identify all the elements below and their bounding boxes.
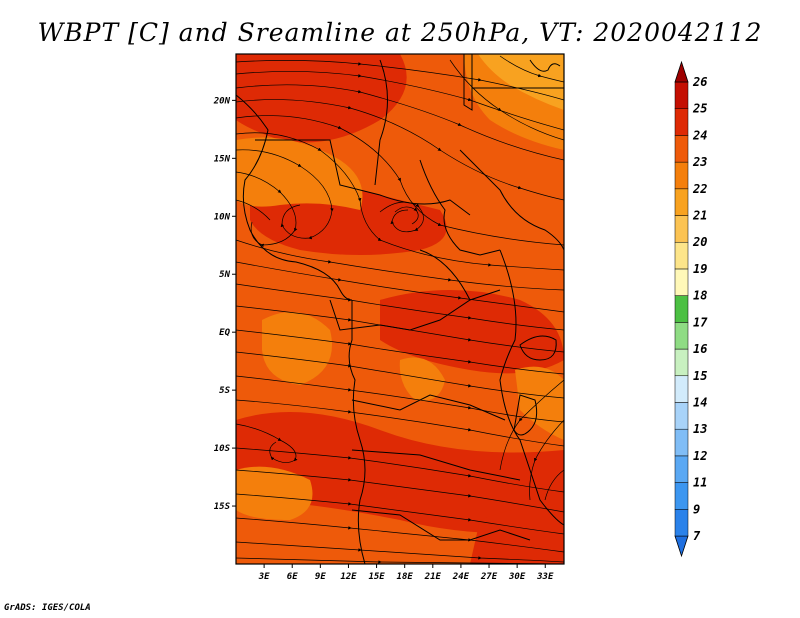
- lon-tick-label: 33E: [536, 572, 554, 582]
- colorbar-label: 25: [692, 102, 707, 116]
- lon-tick-label: 3E: [258, 572, 270, 582]
- wbpt-region-23c-east: [515, 366, 564, 440]
- colorbar-swatch: [674, 161, 689, 190]
- colorbar-swatch: [674, 375, 689, 403]
- lon-tick-label: 15E: [368, 572, 385, 582]
- colorbar-swatch: [674, 241, 689, 270]
- colorbar-label: 21: [692, 209, 707, 223]
- colorbar-label: 22: [692, 182, 707, 196]
- lon-tick-label: 9E: [315, 572, 326, 582]
- colorbar-swatch: [674, 348, 689, 377]
- lat-tick-label: 10S: [214, 444, 231, 454]
- colorbar-swatch: [674, 482, 689, 510]
- colorbar-swatch: [674, 402, 689, 430]
- colorbar-label: 18: [693, 289, 707, 303]
- colorbar-upper-extend: [674, 60, 689, 83]
- lat-tick-label: 20N: [213, 96, 231, 106]
- colorbar-label: 13: [693, 422, 707, 436]
- wbpt-region-23c-south: [236, 466, 313, 520]
- lon-tick-label: 27E: [480, 572, 498, 582]
- lat-tick-label: 15N: [214, 154, 231, 164]
- colorbar-swatch: [674, 455, 689, 483]
- colorbar-label: 7: [693, 529, 701, 543]
- lon-tick-label: 30E: [508, 572, 526, 582]
- colorbar-swatch: [674, 322, 689, 350]
- lat-tick-label: 15S: [214, 502, 231, 512]
- colorbar-swatch: [674, 428, 689, 457]
- map-plot-area: [236, 54, 564, 564]
- colorbar-swatch: [674, 295, 689, 323]
- lat-tick-label: EQ: [219, 328, 230, 338]
- map-frame: [235, 53, 565, 565]
- colorbar-swatch: [674, 108, 689, 136]
- lon-tick-label: 21E: [424, 572, 442, 582]
- colorbar-swatch: [674, 81, 689, 109]
- latitude-axis: 20N 15N 10N 5N EQ 5S 10S 15S: [213, 96, 236, 512]
- colorbar-label: 19: [693, 262, 707, 276]
- map-title: WBPT [C] and Sreamline at 250hPa, VT: 20…: [37, 18, 763, 47]
- colorbar-label: 17: [693, 315, 708, 329]
- colorbar-label: 23: [692, 155, 707, 169]
- colorbar-lower-extend: [674, 535, 689, 558]
- colorbar-swatch: [674, 268, 689, 296]
- colorbar-label: 12: [693, 449, 707, 463]
- colorbar-label: 16: [693, 342, 707, 356]
- colorbar-swatch: [674, 509, 689, 537]
- wbpt-region-22c-ne: [478, 54, 564, 110]
- colorbar: 7 9 11 12 13 14 15 16 17 18 19 20 21 22 23 24 25 26: [674, 60, 708, 558]
- lon-tick-label: 24E: [452, 572, 470, 582]
- colorbar-label: 9: [693, 502, 700, 516]
- lon-tick-label: 18E: [397, 572, 414, 582]
- lon-tick-label: 12E: [340, 572, 357, 582]
- colorbar-label: 26: [692, 75, 707, 89]
- lat-tick-label: 5N: [219, 270, 230, 280]
- colorbar-swatch: [674, 188, 689, 216]
- lat-tick-label: 10N: [214, 212, 231, 222]
- longitude-axis: 3E 6E 9E 12E 15E 18E 21E 24E 27E 30E 33E: [258, 564, 554, 582]
- lon-tick-label: 6E: [287, 572, 298, 582]
- colorbar-swatch: [674, 135, 689, 163]
- colorbar-label: 20: [692, 235, 707, 249]
- colorbar-label: 14: [693, 395, 707, 409]
- wbpt-region-23c-equator: [262, 312, 332, 385]
- lat-tick-label: 5S: [219, 386, 230, 396]
- software-credit: GrADS: IGES/COLA: [4, 603, 91, 613]
- colorbar-label: 11: [693, 476, 707, 490]
- colorbar-label: 15: [693, 369, 707, 383]
- streamlines: [236, 55, 564, 564]
- colorbar-label: 24: [692, 128, 707, 142]
- colorbar-swatch: [674, 215, 689, 243]
